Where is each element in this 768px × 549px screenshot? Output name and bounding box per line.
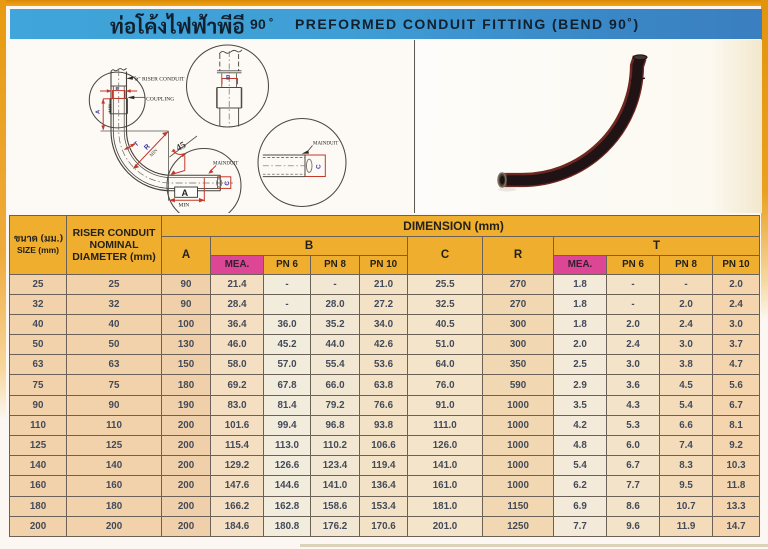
svg-text:A: A <box>182 188 189 198</box>
svg-text:B: B <box>226 76 231 82</box>
svg-text:C: C <box>316 164 323 169</box>
svg-text:B: B <box>116 86 120 91</box>
svg-text:T: T <box>133 141 141 149</box>
svg-text:COUPLING: COUPLING <box>146 96 174 102</box>
svg-text:MIN: MIN <box>179 203 190 209</box>
svg-text:MIN: MIN <box>149 147 159 157</box>
svg-text:A: A <box>96 109 102 114</box>
svg-text:R: R <box>143 143 152 152</box>
svg-text:C: C <box>224 181 231 186</box>
svg-text:MAINDUIT: MAINDUIT <box>213 161 238 166</box>
svg-text:MIN: MIN <box>108 103 113 113</box>
svg-text:⌀" RISER CONDUIT: ⌀" RISER CONDUIT <box>135 76 185 82</box>
svg-text:MAINDUIT: MAINDUIT <box>313 141 338 146</box>
svg-text:45: 45 <box>175 140 188 154</box>
